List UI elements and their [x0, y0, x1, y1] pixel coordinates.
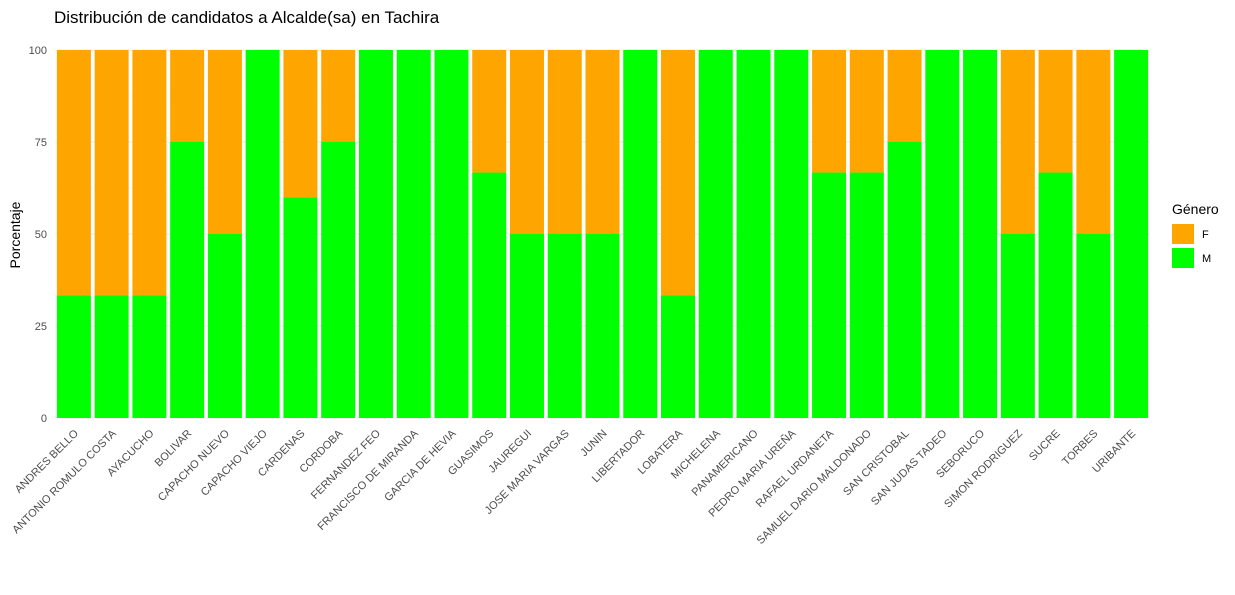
bar-f — [1000, 50, 1035, 234]
bar-m — [736, 50, 771, 418]
bar-f — [1038, 50, 1073, 173]
bar-f — [94, 50, 129, 296]
bar-f — [661, 50, 696, 296]
bar-f — [132, 50, 167, 296]
bar-m — [283, 197, 318, 418]
legend-key-m — [1172, 248, 1194, 268]
bar-m — [1000, 234, 1035, 418]
bar-m — [849, 172, 884, 418]
bar-m — [963, 50, 998, 418]
y-tick-label: 75 — [35, 137, 47, 149]
bar-m — [774, 50, 809, 418]
legend-label-m: M — [1202, 253, 1211, 265]
bar-f — [585, 50, 620, 234]
legend-key-f — [1172, 224, 1194, 244]
x-tick-label: JUNIN — [578, 428, 609, 459]
bar-f — [849, 50, 884, 173]
bar-m — [547, 234, 582, 418]
bar-f — [887, 50, 922, 142]
bar-m — [698, 50, 733, 418]
bar-m — [925, 50, 960, 418]
bar-f — [1076, 50, 1111, 234]
chart-title: Distribución de candidatos a Alcalde(sa)… — [54, 8, 440, 27]
x-tick-label: SAN CRISTOBAL — [841, 428, 912, 499]
bar-m — [132, 295, 167, 418]
bar-m — [661, 295, 696, 418]
x-tick-label: GARCIA DE HEVIA — [382, 427, 459, 504]
bar-m — [1076, 234, 1111, 418]
bar-m — [1038, 172, 1073, 418]
bar-f — [283, 50, 318, 198]
bar-m — [396, 50, 431, 418]
legend: Género FM — [1172, 201, 1219, 268]
y-tick-label: 100 — [29, 45, 47, 57]
bar-f — [812, 50, 847, 173]
bar-f — [547, 50, 582, 234]
x-tick-label: CAPACHO NUEVO — [156, 427, 233, 504]
bar-f — [472, 50, 507, 173]
bar-f — [56, 50, 91, 296]
y-tick-label: 25 — [35, 321, 47, 333]
bar-f — [509, 50, 544, 234]
y-axis-ticks: 0 25 50 75 100 — [29, 45, 47, 425]
bar-f — [207, 50, 242, 234]
bar-m — [245, 50, 280, 418]
y-tick-label: 0 — [41, 413, 47, 425]
bar-m — [207, 234, 242, 418]
bar-m — [623, 50, 658, 418]
bar-m — [170, 142, 205, 418]
bar-f — [170, 50, 205, 142]
bar-m — [56, 295, 91, 418]
x-tick-label: SUCRE — [1027, 428, 1063, 464]
bar-m — [585, 234, 620, 418]
bar-m — [321, 142, 356, 418]
bar-m — [434, 50, 469, 418]
legend-title: Género — [1172, 201, 1219, 217]
bar-m — [94, 295, 129, 418]
bar-m — [1114, 50, 1149, 418]
x-tick-label: ANDRES BELLO — [13, 427, 81, 495]
y-tick-label: 50 — [35, 229, 47, 241]
x-tick-label: PANAMERICANO — [690, 427, 761, 498]
bar-m — [509, 234, 544, 418]
x-tick-label: CAPACHO VIEJO — [199, 427, 270, 498]
bars — [56, 50, 1149, 418]
bar-m — [812, 172, 847, 418]
legend-label-f: F — [1202, 229, 1209, 241]
y-axis-label: Porcentaje — [7, 201, 23, 268]
bar-m — [887, 142, 922, 418]
bar-m — [472, 172, 507, 418]
bar-f — [321, 50, 356, 142]
x-tick-label: FERNANDEZ FEO — [309, 427, 383, 501]
bar-m — [358, 50, 393, 418]
x-tick-label: SIMON RODRIGUEZ — [942, 427, 1025, 510]
